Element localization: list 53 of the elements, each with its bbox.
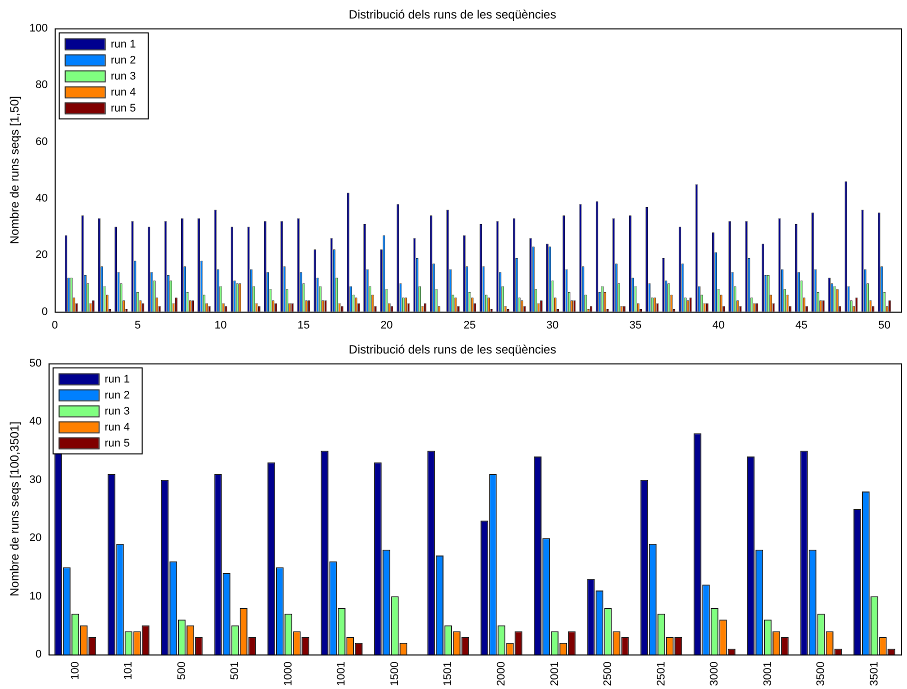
x-tick-label: 3000 bbox=[708, 662, 721, 686]
x-tick-label: 15 bbox=[298, 319, 310, 332]
x-tick-label: 101 bbox=[122, 662, 135, 680]
y-tick-label: 100 bbox=[29, 22, 48, 34]
y-tick-label: 0 bbox=[42, 306, 48, 318]
chart-title: Distribució dels runs de les seqüències bbox=[348, 342, 556, 357]
legend-label: run 3 bbox=[104, 405, 130, 418]
x-tick-label: 10 bbox=[214, 319, 227, 332]
legend-label: run 1 bbox=[110, 38, 136, 50]
y-tick-label: 20 bbox=[36, 249, 48, 262]
legend-label: run 5 bbox=[110, 102, 136, 114]
x-tick-label: 501 bbox=[229, 662, 242, 680]
x-tick-label: 500 bbox=[176, 662, 188, 680]
legend-label: run 5 bbox=[104, 437, 130, 450]
y-tick-label: 60 bbox=[36, 136, 48, 148]
legend-label: run 3 bbox=[110, 70, 136, 82]
x-tick-label: 40 bbox=[712, 319, 725, 332]
legend-label: run 2 bbox=[104, 389, 130, 402]
chart-title: Distribució dels runs de les seqüències bbox=[348, 8, 556, 22]
y-tick-label: 10 bbox=[29, 590, 42, 602]
x-tick-label: 45 bbox=[795, 319, 808, 332]
x-tick-label: 1001 bbox=[336, 662, 348, 686]
x-tick-label: 25 bbox=[463, 319, 476, 332]
x-tick-label: 2001 bbox=[548, 662, 561, 686]
legend-label: run 4 bbox=[104, 421, 130, 434]
x-tick-label: 1501 bbox=[442, 662, 454, 686]
x-tick-label: 20 bbox=[380, 319, 393, 332]
y-tick-label: 40 bbox=[36, 192, 48, 204]
x-tick-label: 50 bbox=[878, 319, 891, 332]
x-tick-label: 2501 bbox=[655, 662, 668, 686]
y-tick-label: 50 bbox=[29, 357, 42, 370]
x-tick-label: 5 bbox=[134, 319, 141, 332]
y-tick-label: 0 bbox=[36, 648, 42, 661]
x-tick-label: 2500 bbox=[602, 662, 614, 686]
x-tick-label: 3500 bbox=[815, 662, 828, 686]
y-axis-title: Nombre de runs seqs [100,3501] bbox=[8, 422, 22, 596]
x-tick-label: 3001 bbox=[762, 662, 774, 686]
x-tick-label: 2000 bbox=[495, 662, 508, 686]
x-tick-label: 3501 bbox=[868, 662, 880, 686]
y-tick-label: 30 bbox=[29, 474, 42, 486]
x-tick-label: 0 bbox=[52, 319, 58, 332]
legend-label: run 2 bbox=[110, 54, 136, 66]
legend-label: run 1 bbox=[104, 373, 130, 386]
x-tick-label: 35 bbox=[629, 319, 642, 332]
y-tick-label: 40 bbox=[29, 416, 42, 428]
x-tick-label: 30 bbox=[546, 319, 559, 332]
x-tick-label: 100 bbox=[69, 662, 82, 680]
y-axis-title: Nombre de runs seqs [1,50] bbox=[8, 96, 22, 244]
legend-label: run 4 bbox=[110, 86, 136, 98]
y-tick-label: 20 bbox=[29, 532, 42, 544]
y-tick-label: 80 bbox=[36, 79, 48, 92]
x-tick-label: 1500 bbox=[388, 662, 401, 686]
x-tick-label: 1000 bbox=[282, 662, 294, 686]
